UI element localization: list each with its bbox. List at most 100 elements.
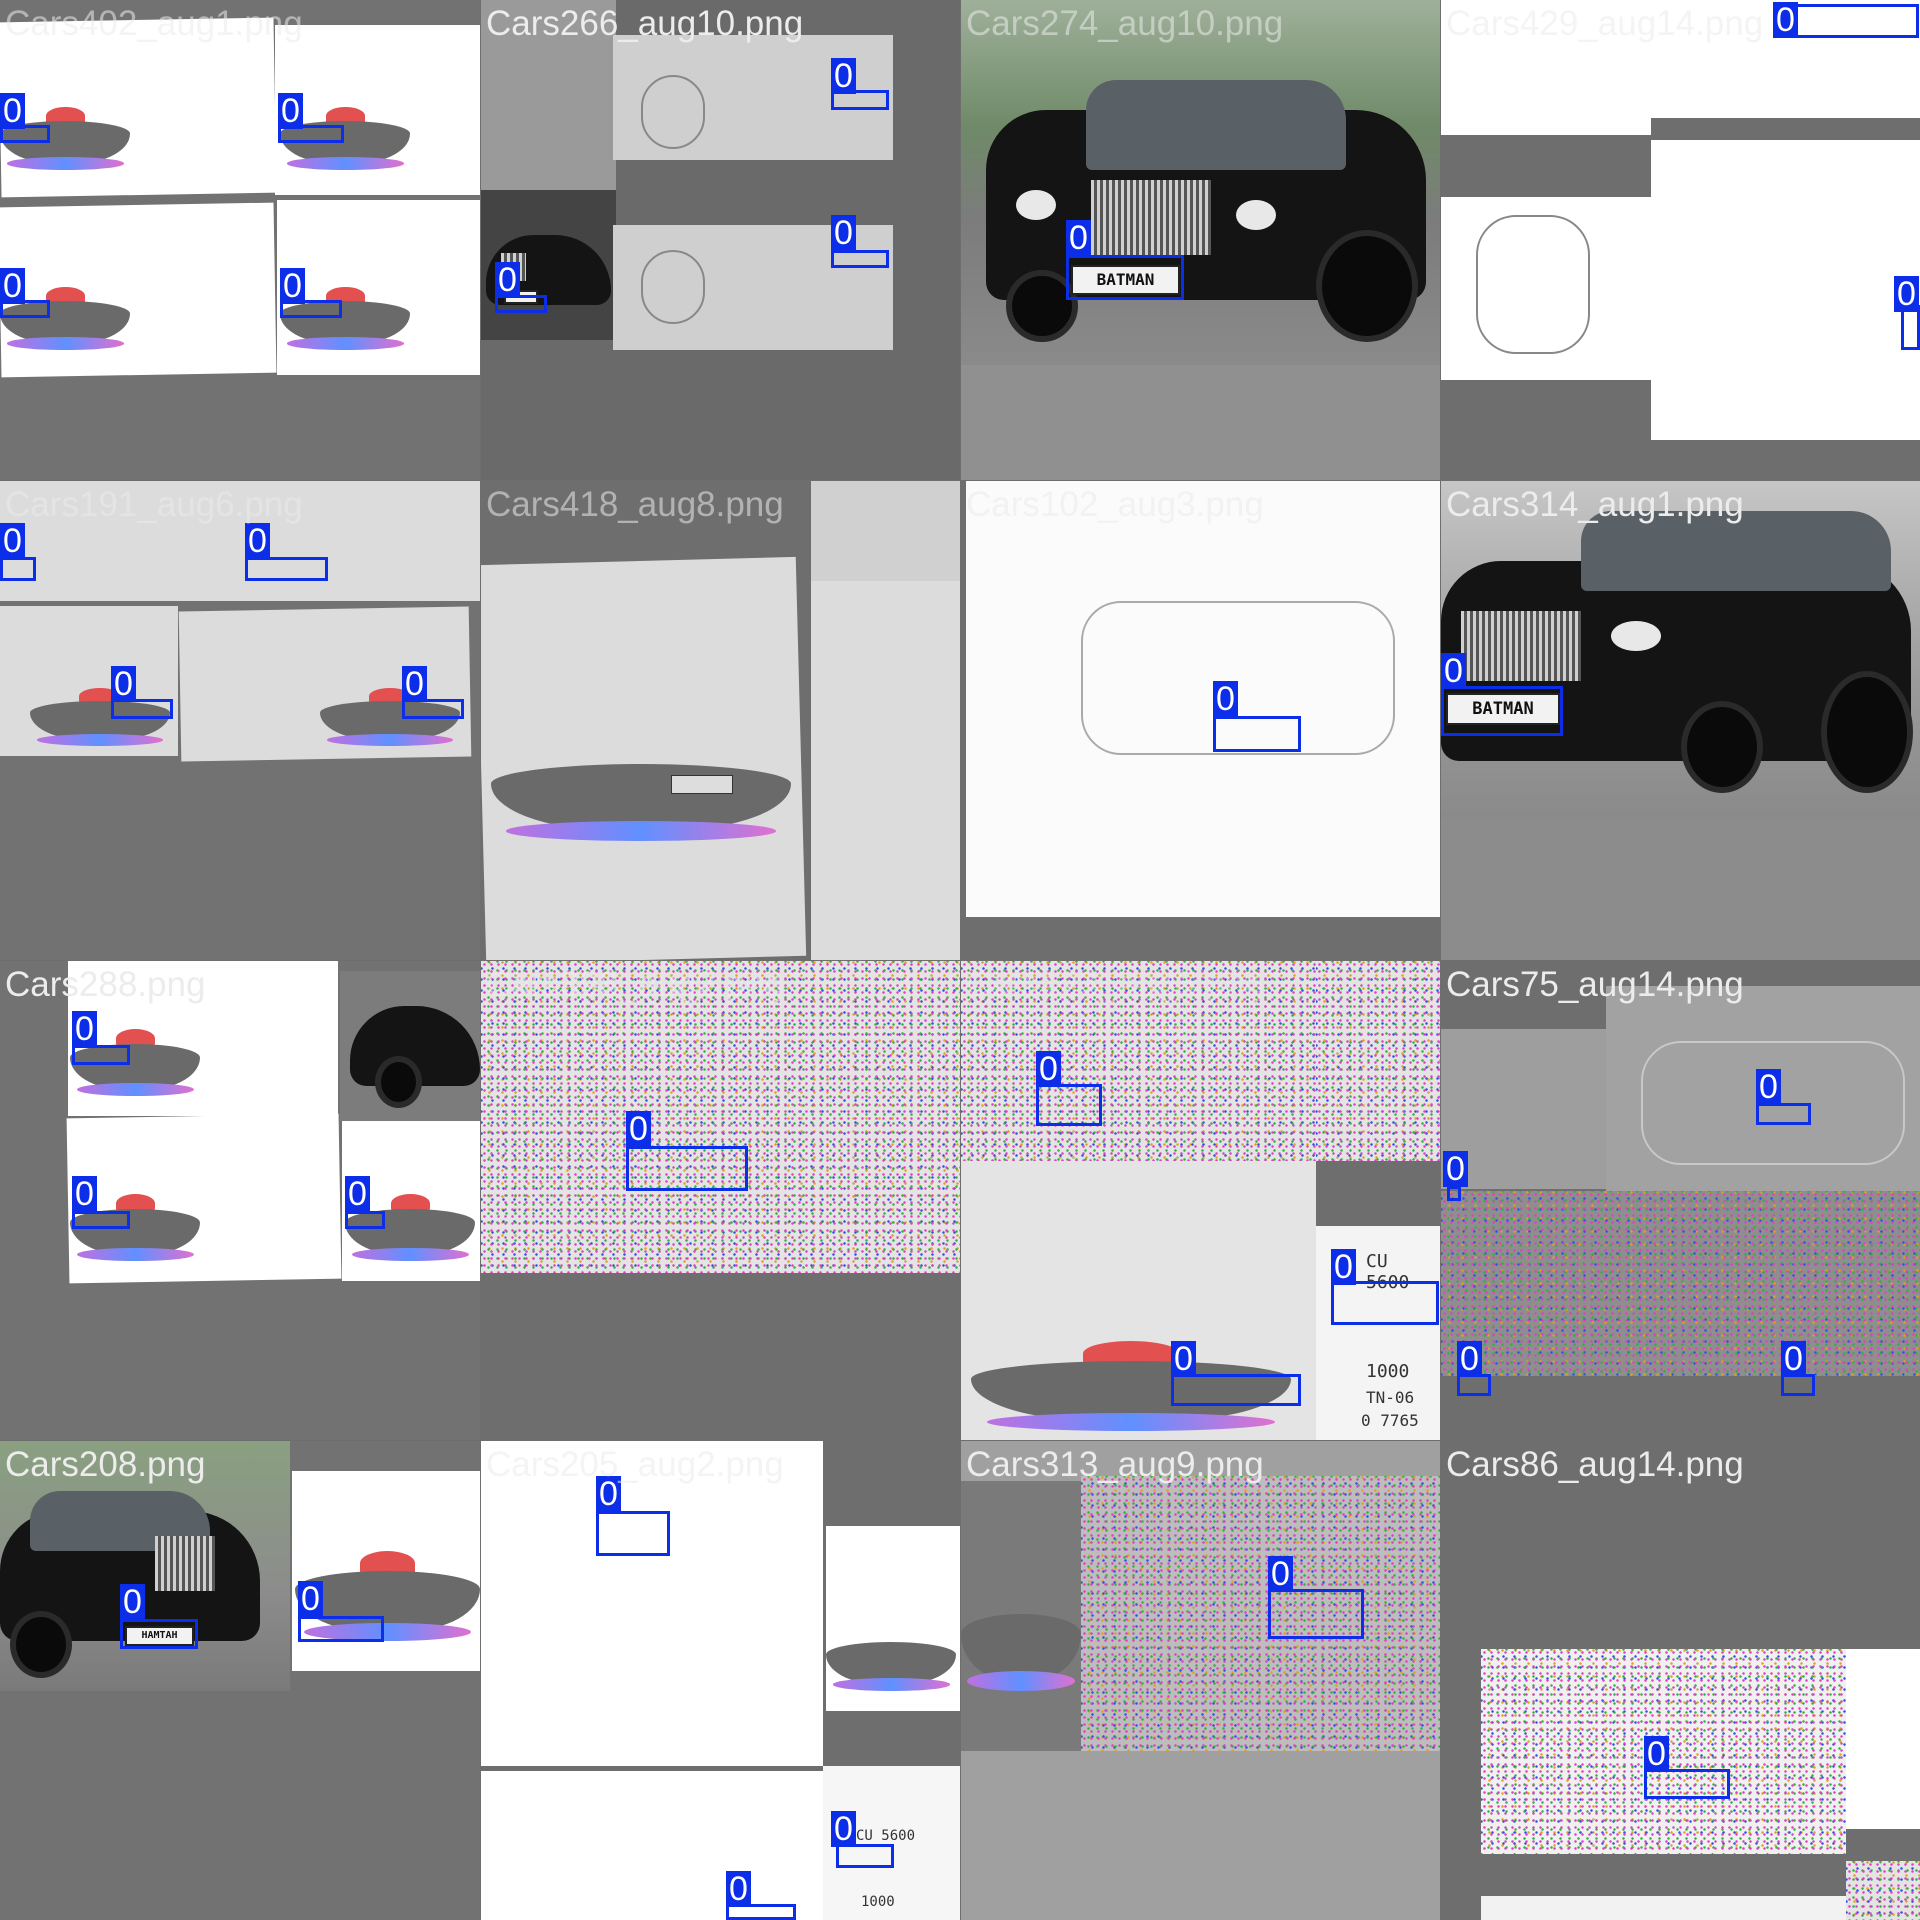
class-label: 0 <box>1644 1736 1669 1772</box>
class-label: 0 <box>1443 1151 1468 1187</box>
bounding-box <box>495 295 547 313</box>
class-label: 0 <box>831 1811 856 1847</box>
bounding-box <box>245 557 328 581</box>
noisy-image-patch <box>1081 1476 1440 1751</box>
tile-caption: Cars288.png <box>5 965 206 1004</box>
class-label: 0 <box>111 666 136 702</box>
image-patch <box>1846 1649 1920 1829</box>
bounding-box <box>111 699 173 719</box>
tile-cars314-aug1: BATMAN Cars314_aug1.png 0 <box>1441 481 1920 960</box>
class-label: 0 <box>278 93 303 129</box>
class-label: 0 <box>120 1584 145 1620</box>
tile-caption: Cars86_aug14.png <box>1446 1445 1744 1484</box>
image-patch <box>1441 380 1651 480</box>
tile-cars75-aug14: Cars75_aug14.png 0 0 0 0 <box>1441 961 1920 1440</box>
tile-caption: Cars102_aug3.png <box>966 485 1264 524</box>
image-patch <box>1651 118 1920 140</box>
bounding-box <box>0 557 36 581</box>
class-label: 0 <box>1268 1556 1293 1592</box>
license-plate: BATMAN <box>1071 265 1180 295</box>
class-label: 0 <box>596 1476 621 1512</box>
bounding-box <box>1756 1103 1811 1125</box>
tile-caption: Cars429_aug14.png <box>1446 4 1764 43</box>
bounding-box <box>726 1904 796 1920</box>
bounding-box <box>0 125 50 143</box>
class-label: 0 <box>1331 1249 1356 1285</box>
plate-text: CU 5600 <box>856 1828 916 1844</box>
bounding-box <box>1447 1186 1461 1201</box>
tile-cars266-aug10: Cars266_aug10.png 0 0 0 <box>481 0 960 480</box>
bounding-box <box>120 1619 198 1649</box>
bounding-box <box>72 1045 130 1065</box>
bounding-box <box>1213 716 1301 752</box>
image-patch <box>1481 1896 1846 1920</box>
car-front-image <box>70 1186 200 1261</box>
tile-cars398-aug2: Cars398_aug2.png 0 <box>481 961 960 1440</box>
car-front-image <box>70 1021 200 1096</box>
class-label: 0 <box>72 1176 97 1212</box>
bounding-box <box>402 699 464 719</box>
tile-cars191-aug6: Cars191_aug6.png 0 0 0 0 <box>0 481 480 960</box>
tile-caption: Cars402_aug1.png <box>5 4 303 43</box>
sketch-car-outline <box>1641 1041 1905 1165</box>
tile-cars274-aug10: BATMAN Cars274_aug10.png 0 <box>961 0 1440 480</box>
plate-text: 0 7765 <box>1361 1411 1419 1430</box>
class-label: 0 <box>1171 1341 1196 1377</box>
image-patch <box>1441 135 1651 197</box>
class-label: 0 <box>0 523 25 559</box>
car-front-image <box>30 681 170 746</box>
car-front-image <box>345 1186 475 1261</box>
car-front-image <box>826 1621 956 1691</box>
tile-caption: Cars313_aug9.png <box>966 1445 1264 1484</box>
image-patch <box>481 481 801 566</box>
sketch-five <box>641 75 705 149</box>
bounding-box <box>836 1844 894 1868</box>
bounding-box <box>298 1616 384 1642</box>
class-label: 0 <box>1457 1341 1482 1377</box>
class-label: 0 <box>626 1111 651 1147</box>
license-plate: HAMTAH <box>125 1626 194 1646</box>
class-label: 0 <box>1441 653 1466 689</box>
image-patch <box>966 481 1440 917</box>
class-label: 0 <box>1213 681 1238 717</box>
tile-caption: Cars75_aug14.png <box>1446 965 1744 1004</box>
tile-cars418-aug8: Cars418_aug8.png <box>481 481 960 960</box>
class-label: 0 <box>1773 2 1798 38</box>
class-label: 0 <box>280 268 305 304</box>
image-patch <box>481 1441 823 1766</box>
bounding-box <box>1268 1589 1364 1639</box>
tile-cars102-aug3: Cars102_aug3.png 0 <box>961 481 1440 960</box>
class-label: 0 <box>245 523 270 559</box>
car-front-image <box>491 731 791 841</box>
class-label: 0 <box>495 262 520 298</box>
class-label: 0 <box>0 268 25 304</box>
class-label: 0 <box>345 1176 370 1212</box>
bounding-box <box>345 1211 385 1229</box>
class-label: 0 <box>1036 1051 1061 1087</box>
tile-caption: Cars274_aug10.png <box>966 4 1284 43</box>
car-image <box>0 1481 270 1681</box>
bounding-box <box>1066 255 1184 300</box>
car-image <box>986 50 1426 350</box>
class-label: 0 <box>72 1011 97 1047</box>
tile-cars402-aug1: Cars402_aug1.png 0 0 0 0 <box>0 0 480 480</box>
class-label: 0 <box>831 58 856 94</box>
sketch-five <box>1476 215 1590 354</box>
class-label: 0 <box>298 1581 323 1617</box>
class-label: 0 <box>1756 1069 1781 1105</box>
tile-caption: Cars191_aug6.png <box>5 485 303 524</box>
tile-caption: Cars205_aug2.png <box>486 1445 784 1484</box>
bounding-box <box>1331 1281 1439 1325</box>
bounding-box <box>1171 1374 1301 1406</box>
tile-cars313-aug9: Cars313_aug9.png 0 <box>961 1441 1440 1920</box>
bounding-box <box>831 250 889 268</box>
bounding-box <box>831 90 889 110</box>
tile-cars123-aug5: CU 5600 1000 TN-06 0 7765 Cars123_aug5.p… <box>961 961 1440 1440</box>
car-front-image <box>0 280 130 350</box>
bounding-box <box>1441 686 1563 736</box>
bounding-box <box>1644 1769 1730 1799</box>
class-label: 0 <box>402 666 427 702</box>
tile-cars288: Cars288.png 0 0 0 <box>0 961 480 1440</box>
license-plate: BATMAN <box>1446 693 1560 725</box>
